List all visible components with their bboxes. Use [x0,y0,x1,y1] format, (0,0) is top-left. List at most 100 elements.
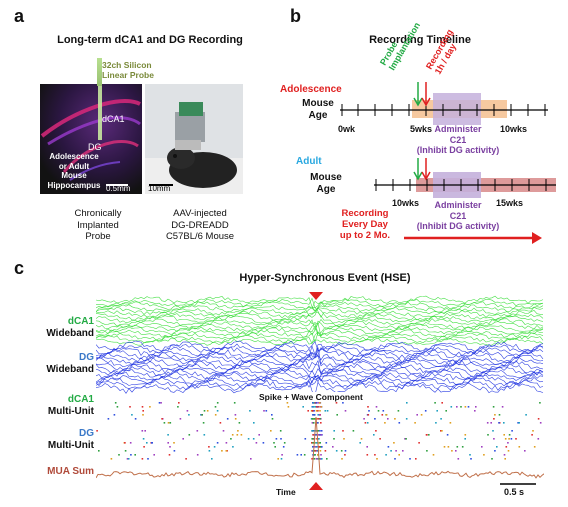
dg-multiunit-spike [203,434,206,436]
dca1-multiunit-spike [317,422,319,424]
dg-multiunit-spike [343,438,345,440]
dca1-multiunit-spike [525,414,527,416]
dca1-multiunit-spike [494,414,496,416]
dg-multiunit-spike [511,430,513,432]
panel-letter-a: a [14,6,25,26]
dca1-wideband-trace-9 [96,319,544,332]
dca1-multiunit-spike [318,418,321,420]
dg-multiunit-spike [237,430,239,432]
administer-label-bottom: Administer C21 (Inhibit DG activity) [416,200,500,231]
dg-wideband-label: DG Wideband [40,352,94,376]
dca1-multiunit-spike [271,418,274,420]
dca1-multiunit-spike [114,402,117,404]
dg-multiunit-spike [144,430,146,432]
dca1-multiunit-spike [324,410,327,412]
dg-multiunit-spike [524,450,526,452]
dca1-multiunit-spike [319,418,321,420]
dg-multiunit-spike [169,446,171,448]
dg-multiunit-spike [153,454,155,456]
timeline-bottom-ticks [375,179,547,191]
scale-label-left: 0.5mm [106,184,131,193]
dg-wideband-region: DG [79,352,94,363]
dg-multiunit-spike [390,450,392,452]
dg-multiunit-spike [168,454,171,456]
dg-multiunit-spike [507,450,510,452]
dca1-multiunit-spike [319,414,321,416]
dg-multiunit-spike [492,430,494,432]
dg-multiunit-spike [340,450,343,452]
dg-multiunit-spike [211,458,213,460]
dca1-multiunit-spike [320,406,323,408]
dg-multiunit-spike [504,438,507,440]
adolescence-label: Adolescence [280,84,342,95]
dca1-multiunit-spike [416,414,418,416]
dca1-wideband-trace-3 [96,300,544,313]
dg-multiunit-spike [315,458,318,460]
dca1-multiunit-spike [313,414,316,416]
dg-multiunit-spike [335,450,338,452]
dg-multiunit-spike [124,442,126,444]
dca1-wideband-trace-0 [96,295,544,312]
dca1-multiunit-spike [188,414,190,416]
dca1-wideband-trace-13 [96,332,544,343]
dg-wideband-trace-10 [96,368,544,384]
dca1-multiunit-spike [456,406,458,408]
scale-label-right: 10mm [148,184,171,193]
dg-multiunit-spike [428,434,430,436]
dca1-multiunit-spike [440,418,442,420]
time-scale-label: 0.5 s [504,487,525,497]
dg-multiunit-spike [360,438,363,440]
dca1-multiunit-spike [335,402,338,404]
dg-multiunit-spike [504,458,506,460]
adult-label: Adult [296,156,322,167]
dca1-wideband-region: dCA1 [67,316,94,327]
dg-multiunit-spike [98,450,100,452]
dg-multiunit-spike [537,438,540,440]
dg-multiunit-spike [344,454,346,456]
dg-multiunit-spike [222,430,225,432]
dg-multiunit-spike [324,450,327,452]
probe-shaft [97,58,102,86]
dg-multiunit-spike [317,434,320,436]
dg-multiunit-spike [515,438,517,440]
dg-multiunit-spike [481,446,483,448]
dg-wideband-trace-13 [96,376,544,388]
dca1-multiunit-spike [216,410,219,412]
dg-multiunit-spike [319,434,321,436]
dg-multiunit-label: DG Multi-Unit [40,428,94,452]
dg-multiunit-spike [366,454,369,456]
dg-multiunit-spike [318,438,320,440]
dg-multiunit-spike [303,454,306,456]
dg-multiunit-spike [277,458,279,460]
dg-multiunit-spike [508,434,511,436]
dg-multiunit-spike [167,442,169,444]
dg-wideband-trace-1 [96,343,544,358]
dca1-multiunit-spike [253,422,255,424]
dg-multiunit-spike [503,434,505,436]
dg-multiunit-spike [446,434,449,436]
dg-multiunit-spike [225,450,228,452]
dca1-multiunit-spike [486,422,489,424]
dca1-multiunit-spike [377,410,380,412]
dca1-multiunit-spike [311,406,314,408]
tick-label-10wks-bottom: 10wks [392,198,420,208]
caption-mouse: AAV-injected DG-DREADD C57BL/6 Mouse [165,208,235,242]
panel-b-title: Recording Timeline [369,34,471,46]
dg-multiunit-spike [464,434,467,436]
dg-multiunit-spike [311,438,313,440]
dg-multiunit-spike [240,434,243,436]
dg-multiunit-spike [333,438,335,440]
dg-multiunit-spike [432,454,435,456]
dca1-multiunit-spike [116,406,119,408]
dca1-multiunit-spike [317,414,319,416]
dg-multiunit-spike [457,458,460,460]
region-dca1-label: dCA1 [102,114,125,124]
dg-multiunit-spike [141,430,144,432]
dg-multiunit-spike [494,450,496,452]
dca1-wideband-trace-4 [96,306,544,316]
dca1-wideband-trace-15 [96,337,544,346]
dca1-wideband-trace-7 [96,311,544,324]
dca1-multiunit-spike [405,418,408,420]
dg-multiunit-spike [374,454,376,456]
dca1-multiunit-spike [397,410,400,412]
